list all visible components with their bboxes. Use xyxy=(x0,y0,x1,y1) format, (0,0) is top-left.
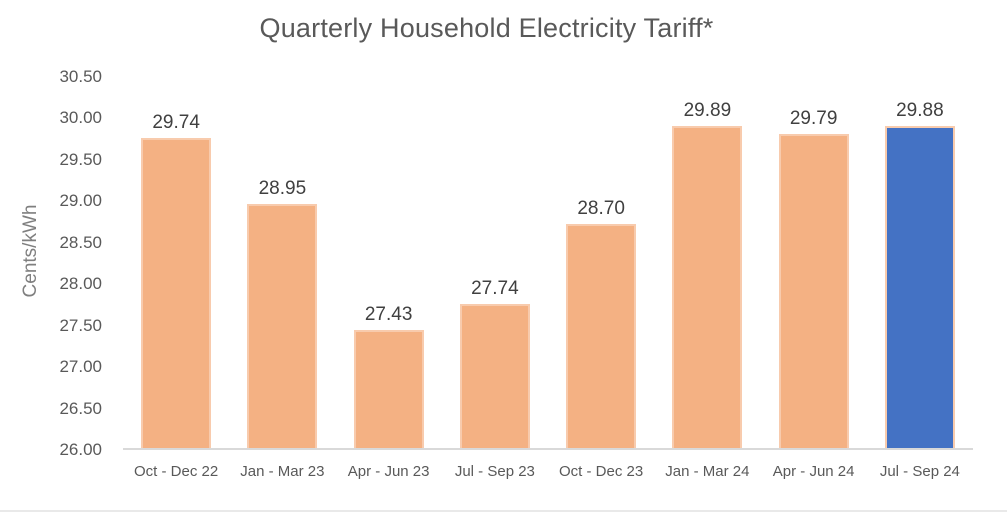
bar-slot: 29.88 xyxy=(867,77,973,448)
bar-slot: 27.43 xyxy=(336,77,442,448)
x-tick-label: Jul - Sep 24 xyxy=(879,463,960,480)
y-axis-tick-labels: 26.00 26.50 27.00 27.50 28.00 28.50 29.00 29.50… xyxy=(0,67,102,459)
bar-slot: 29.79 xyxy=(761,77,867,448)
bar-data-label: 28.70 xyxy=(577,198,625,220)
bar-data-label: 29.79 xyxy=(789,107,838,129)
bar-data-label: 28.95 xyxy=(258,177,307,199)
bar-data-label: 29.89 xyxy=(683,99,732,121)
y-tick-label: 26.00 xyxy=(59,440,102,459)
bar xyxy=(672,125,743,448)
y-tick-label: 29.00 xyxy=(59,191,102,211)
bar xyxy=(353,329,424,448)
y-tick-label: 28.00 xyxy=(59,274,102,294)
chart-title: Quarterly Household Electricity Tariff* xyxy=(259,13,714,43)
x-tick-label: Jan - Mar 24 xyxy=(665,463,750,480)
bar xyxy=(141,138,212,448)
x-axis-tick-labels: Oct - Dec 22 Jan - Mar 23 Apr - Jun 23 Jul … xyxy=(123,462,973,482)
bar-data-label: 27.74 xyxy=(471,277,519,299)
y-tick-label: 28.50 xyxy=(59,232,102,252)
bar xyxy=(247,203,318,448)
x-tick-label: Oct - Dec 23 xyxy=(559,463,644,480)
x-tick-label: Apr - Jun 23 xyxy=(347,463,430,480)
bar-slot: 29.74 xyxy=(123,77,229,448)
bar-data-label: 29.74 xyxy=(152,112,200,133)
y-tick-label: 26.50 xyxy=(59,398,102,418)
y-tick-label: 27.50 xyxy=(59,315,102,335)
y-tick-label: 27.00 xyxy=(59,357,102,377)
bar xyxy=(459,303,530,448)
y-tick-label: 30.50 xyxy=(59,67,102,86)
bar-slot: 28.95 xyxy=(229,77,335,448)
bar-slot: 28.70 xyxy=(548,77,654,448)
bar xyxy=(566,224,637,448)
x-tick-label: Jan - Mar 23 xyxy=(240,463,325,480)
bar-slot: 29.89 xyxy=(654,77,760,448)
bar xyxy=(778,133,849,448)
bar-data-label: 29.88 xyxy=(896,100,944,122)
bar-data-label: 27.43 xyxy=(364,303,413,325)
x-tick-label: Jul - Sep 23 xyxy=(454,463,535,480)
footer-divider xyxy=(0,510,1007,512)
y-tick-label: 30.00 xyxy=(59,108,102,128)
y-tick-label: 29.50 xyxy=(59,149,102,169)
x-tick-label: Oct - Dec 22 xyxy=(134,463,219,480)
bar-highlighted xyxy=(884,126,955,448)
plot-area: 29.74 28.95 27.43 27.74 28.70 29.89 29.79 29.88 xyxy=(123,77,973,450)
bar-slot: 27.74 xyxy=(442,77,548,448)
x-tick-label: Apr - Jun 24 xyxy=(772,463,855,480)
